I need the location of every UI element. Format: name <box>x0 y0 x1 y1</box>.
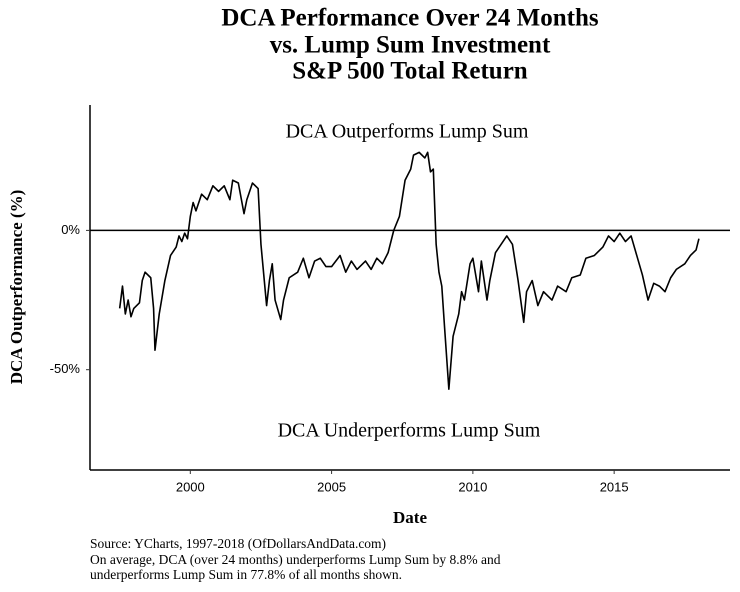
y-axis-label: DCA Outperformance (%) <box>7 190 26 385</box>
annotation: DCA Outperforms Lump Sum <box>286 121 529 143</box>
x-tick-label: 2010 <box>458 479 487 494</box>
chart-title: DCA Performance Over 24 Months <box>221 5 599 32</box>
x-tick-label: 2015 <box>600 479 629 494</box>
data-line <box>118 151 700 390</box>
footnote: Source: YCharts, 1997-2018 (OfDollarsAnd… <box>90 536 386 551</box>
x-tick-label: 2005 <box>317 479 346 494</box>
footnote: underperforms Lump Sum in 77.8% of all m… <box>90 567 402 582</box>
y-tick-label: 0% <box>61 222 80 237</box>
x-axis-label: Date <box>393 508 427 527</box>
y-tick-label: -50% <box>50 361 81 376</box>
x-tick-label: 2000 <box>176 479 205 494</box>
chart-title: vs. Lump Sum Investment <box>270 32 551 59</box>
footnote: On average, DCA (over 24 months) underpe… <box>90 552 501 567</box>
annotation: DCA Underperforms Lump Sum <box>278 420 541 442</box>
chart-title: S&P 500 Total Return <box>292 58 528 85</box>
